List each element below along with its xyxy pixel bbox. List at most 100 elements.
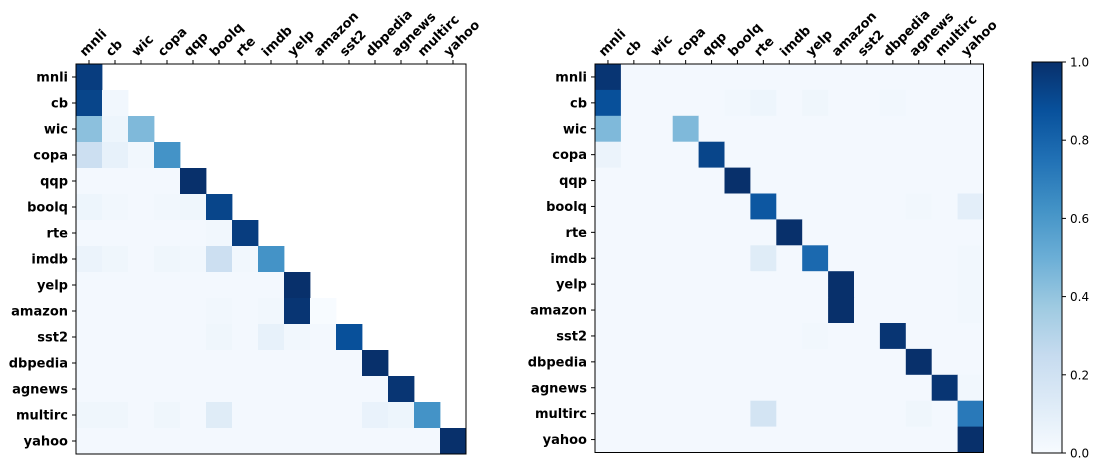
- heatmap-cell: [440, 428, 467, 455]
- heatmap-cell: [154, 402, 181, 429]
- heatmap-cell: [724, 64, 751, 91]
- heatmap-cell: [698, 219, 725, 246]
- heatmap-cell: [931, 219, 958, 246]
- heatmap-cell: [76, 90, 103, 117]
- y-tick-label: multirc: [16, 409, 68, 424]
- heatmap-cell: [672, 271, 699, 298]
- heatmap-cell: [102, 350, 129, 377]
- heatmap-cell: [724, 400, 751, 427]
- heatmap-cell: [724, 323, 751, 350]
- heatmap-cell: [206, 324, 233, 351]
- heatmap-cell: [336, 402, 363, 429]
- heatmap-cell: [595, 193, 622, 220]
- heatmap-cell: [724, 348, 751, 376]
- heatmap-cell: [879, 89, 907, 117]
- heatmap-cell: [154, 142, 181, 169]
- heatmap-cell: [128, 298, 155, 325]
- heatmap-cell: [931, 193, 958, 220]
- heatmap-cell: [595, 426, 622, 453]
- heatmap-cell: [646, 426, 674, 453]
- heatmap-cell: [879, 193, 907, 220]
- y-tick-label: mnli: [555, 70, 587, 85]
- heatmap-cell: [905, 245, 933, 272]
- y-tick-label: wic: [44, 123, 68, 138]
- heatmap-cell: [258, 272, 285, 299]
- heatmap-cell: [76, 376, 103, 403]
- y-tick-label: wic: [563, 122, 587, 137]
- heatmap-cell: [154, 298, 181, 325]
- heatmap-cell: [957, 400, 984, 427]
- heatmap-cell: [154, 194, 181, 221]
- heatmap-cell: [802, 115, 829, 143]
- heatmap-cell: [154, 246, 181, 273]
- heatmap-cell: [879, 245, 907, 272]
- heatmap-cell: [232, 298, 259, 325]
- heatmap-cell: [362, 376, 389, 403]
- heatmap-cell: [206, 376, 233, 403]
- heatmap-cell: [76, 272, 103, 299]
- heatmap-cell: [646, 89, 674, 117]
- heatmap-cell: [750, 271, 777, 298]
- heatmap-cell: [854, 348, 881, 376]
- heatmap-cell: [854, 193, 881, 220]
- heatmap-cell: [750, 297, 777, 324]
- heatmap-cell: [102, 402, 129, 429]
- heatmap-cell: [698, 89, 725, 117]
- heatmap-cell: [905, 374, 933, 402]
- heatmap-cell: [776, 115, 803, 143]
- heatmap-cell: [854, 141, 881, 168]
- heatmap-cell: [232, 246, 259, 273]
- y-tick-label: yelp: [37, 279, 68, 294]
- heatmap-cell: [180, 298, 207, 325]
- heatmap-cell: [128, 246, 155, 273]
- heatmap-cell: [750, 193, 777, 220]
- heatmap-cell: [724, 89, 751, 117]
- heatmap-cell: [672, 426, 699, 453]
- heatmap-cell: [698, 426, 725, 453]
- heatmap-cell: [879, 323, 907, 350]
- heatmap-cell: [180, 350, 207, 377]
- heatmap-cell: [646, 141, 674, 168]
- heatmap-cell: [76, 168, 103, 195]
- heatmap-cell: [854, 219, 881, 246]
- heatmap-cell: [180, 428, 207, 455]
- heatmap-cell: [828, 245, 855, 272]
- y-tick-label: imdb: [31, 253, 68, 268]
- y-tick-label: qqp: [559, 174, 587, 189]
- heatmap-cell: [154, 168, 181, 195]
- heatmap-cell: [776, 141, 803, 168]
- heatmap-cell: [232, 376, 259, 403]
- heatmap-cell: [206, 428, 233, 455]
- heatmap-cell: [750, 89, 777, 117]
- heatmap-cell: [336, 376, 363, 403]
- heatmap-cell: [698, 400, 725, 427]
- heatmap-cell: [854, 400, 881, 427]
- heatmap-cell: [620, 115, 648, 143]
- heatmap-cell: [336, 428, 363, 455]
- heatmap-cell: [128, 142, 155, 169]
- heatmap-cell: [957, 141, 984, 168]
- heatmap-cell: [620, 400, 648, 427]
- heatmap-cell: [802, 193, 829, 220]
- heatmap-cell: [310, 402, 337, 429]
- heatmap-cell: [750, 323, 777, 350]
- heatmap-cell: [180, 194, 207, 221]
- heatmap-cell: [776, 426, 803, 453]
- heatmap-cell: [154, 324, 181, 351]
- heatmap-cell: [310, 376, 337, 403]
- heatmap-cell: [672, 219, 699, 246]
- heatmap-cell: [672, 141, 699, 168]
- heatmap-cell: [646, 64, 674, 91]
- heatmap-cell: [802, 167, 829, 194]
- colorbar-tick-label: 1.0: [1070, 56, 1089, 70]
- heatmap-cell: [620, 193, 648, 220]
- heatmap-cell: [698, 348, 725, 376]
- heatmap-cell: [154, 376, 181, 403]
- heatmap-cell: [284, 350, 311, 377]
- heatmap-cell: [595, 323, 622, 350]
- heatmap-cell: [595, 167, 622, 194]
- y-tick-label: multirc: [535, 407, 587, 422]
- heatmap-cell: [750, 219, 777, 246]
- heatmap-cell: [957, 245, 984, 272]
- heatmap-cell: [828, 141, 855, 168]
